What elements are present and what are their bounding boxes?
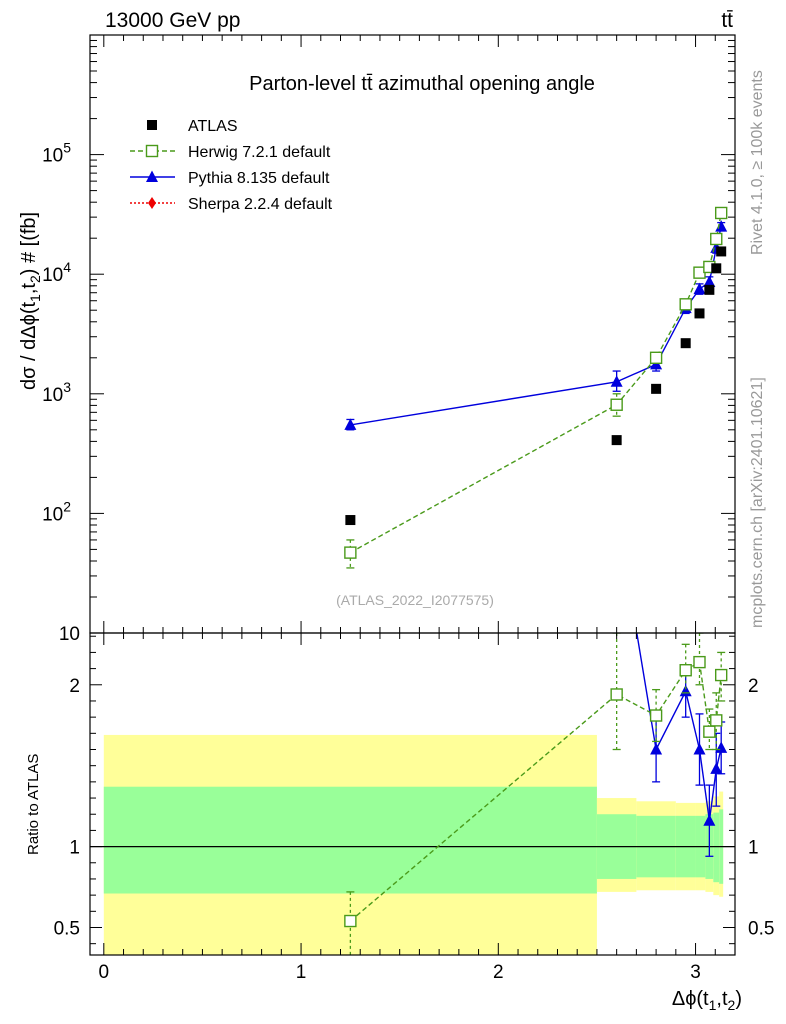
y-tick-label-main: 10: [59, 624, 80, 645]
mcplots-label: mcplots.cern.ch [arXiv:2401.10621]: [749, 377, 766, 628]
atlas-point: [711, 263, 722, 274]
y-tick-label-ratio-right: 0.5: [748, 918, 774, 939]
legend-marker-atlas: [147, 120, 157, 130]
herwig-ratio-point: [710, 714, 723, 727]
atlas-point: [611, 435, 622, 446]
y-tick-label-main: 105: [42, 140, 71, 167]
herwig-ratio-point: [703, 725, 716, 738]
green-band-bin: [713, 812, 720, 883]
y-tick-label-main: 104: [42, 259, 71, 286]
pythia-ratio-point: [650, 743, 663, 755]
herwig-ratio-point: [610, 688, 623, 701]
legend: ATLAS Herwig 7.2.1 default Pythia 8.135 de…: [130, 118, 333, 213]
herwig-point: [649, 351, 663, 364]
x-tick-label: 0: [99, 962, 110, 983]
pythia-point: [344, 418, 357, 430]
y-tick-label-ratio-left: 2: [69, 676, 80, 697]
atlas-point: [680, 338, 691, 349]
y-tick-label-ratio-right: 2: [748, 676, 759, 697]
herwig-line: [350, 212, 722, 554]
x-tick-label: 3: [690, 962, 701, 983]
atlas-point: [694, 308, 705, 319]
atlas-point: [704, 284, 715, 295]
legend-label: Pythia 8.135 default: [188, 170, 330, 187]
header-energy: 13000 GeV pp: [105, 9, 240, 32]
herwig-point: [610, 398, 623, 411]
herwig-ratio-point: [693, 655, 706, 669]
main-content: [344, 206, 728, 569]
pythia-ratio-point: [344, 0, 356, 2]
atlas-point: [345, 515, 356, 526]
ratio-content: [344, 0, 728, 955]
y-tick-label-main: 102: [42, 498, 71, 525]
y-tick-label-ratio-left: 1: [69, 838, 80, 859]
herwig-ratio-point: [679, 664, 692, 677]
legend-label: Sherpa 2.2.4 default: [188, 196, 333, 213]
pythia-ratio-point: [611, 505, 623, 516]
y-axis-label: dσ / dΔϕ(t1,t2) # [(fb]: [18, 212, 43, 390]
herwig-ratio-point: [344, 914, 357, 928]
pythia-ratio-point: [693, 743, 706, 755]
pythia-ratio-point: [703, 814, 716, 826]
legend-marker-sherpa: [148, 197, 156, 209]
herwig-ratio-point: [714, 668, 728, 682]
atlas-point: [651, 383, 662, 394]
herwig-point: [344, 546, 357, 559]
legend-marker-herwig: [145, 144, 159, 158]
pythia-ratio-point: [715, 741, 728, 753]
pythia-ratio-line: [636, 633, 722, 821]
analysis-watermark: (ATLAS_2022_I2077575): [336, 592, 494, 608]
pythia-point: [703, 275, 716, 288]
pythia-point: [715, 220, 728, 232]
main-frame: [89, 34, 736, 634]
rivet-label: Rivet 4.1.0, ≥ 100k events: [749, 70, 766, 255]
x-axis-label: Δϕ(t1,t2): [672, 988, 742, 1013]
herwig-point: [710, 232, 723, 246]
pythia-point: [693, 282, 706, 295]
legend-marker-pythia: [146, 170, 158, 182]
atlas-point: [716, 246, 727, 257]
y-tick-label-main: 103: [42, 379, 71, 406]
y-tick-label-ratio-right: 1: [748, 838, 759, 859]
legend-label: ATLAS: [188, 118, 238, 135]
herwig-ratio-point: [649, 709, 663, 722]
ratio-y-axis-label: Ratio to ATLAS: [25, 754, 42, 855]
x-tick-label: 2: [493, 962, 504, 983]
header-process: tt̄: [721, 9, 733, 32]
pythia-line: [350, 226, 722, 426]
ratio-uncertainty-bands: [90, 734, 735, 955]
axis-tick-labels: 0 1 2 3 10 102 103 104 105 0.5 0.5 1 1 2 2: [42, 140, 774, 983]
green-band-bin: [103, 786, 597, 894]
herwig-point: [679, 298, 692, 311]
axis-ticks: [90, 35, 736, 955]
y-tick-label-ratio-left: 0.5: [54, 918, 80, 939]
legend-label: Herwig 7.2.1 default: [188, 144, 331, 161]
pythia-point: [610, 375, 623, 387]
herwig-point: [714, 206, 728, 220]
chart-title: Parton-level tt̄ azimuthal opening angle: [249, 73, 595, 95]
pythia-ratio-point: [710, 762, 723, 774]
x-tick-label: 1: [296, 962, 307, 983]
ratio-frame: [89, 632, 736, 956]
